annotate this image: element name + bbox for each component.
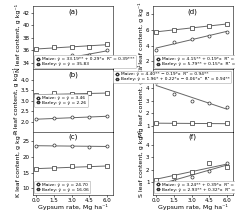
Text: (b): (b) bbox=[68, 71, 78, 78]
Y-axis label: N leaf content, g kg⁻¹: N leaf content, g kg⁻¹ bbox=[15, 4, 21, 72]
Text: (e): (e) bbox=[188, 71, 198, 78]
Legend: Maize: ŷ = ȳ = 24.70, Barley: ŷ = ȳ = 16.06: Maize: ŷ = ȳ = 24.70, Barley: ŷ = ȳ = 16… bbox=[34, 181, 90, 193]
Text: (a): (a) bbox=[68, 8, 78, 15]
Y-axis label: Ca leaf content, g kg⁻¹: Ca leaf content, g kg⁻¹ bbox=[138, 2, 144, 74]
Legend: Maize: ŷ = 4.40** − 0.19*x  R² = 0.94**, Barley: ŷ = 1.96* + 0.22*x − 0.06*x²  R: Maize: ŷ = 4.40** − 0.19*x R² = 0.94**, … bbox=[113, 71, 231, 83]
Text: (f): (f) bbox=[189, 134, 197, 140]
X-axis label: Gypsum rate, Mg ha⁻¹: Gypsum rate, Mg ha⁻¹ bbox=[38, 204, 108, 210]
Legend: Maize: ŷ = ȳ = 3.46, Barley: ŷ = ȳ = 2.26: Maize: ŷ = ȳ = 3.46, Barley: ŷ = ȳ = 2.2… bbox=[34, 94, 88, 107]
X-axis label: Gypsum rate, Mg ha⁻¹: Gypsum rate, Mg ha⁻¹ bbox=[158, 204, 228, 210]
Text: (c): (c) bbox=[68, 134, 78, 140]
Y-axis label: K leaf content, g kg⁻¹: K leaf content, g kg⁻¹ bbox=[15, 130, 21, 197]
Legend: Maize: ŷ = 4.15** + 0.19*x  R² = 0.90**, Barley: ŷ = 5.79** + 0.15*x  R² = 0.93*: Maize: ŷ = 4.15** + 0.19*x R² = 0.90**, … bbox=[154, 55, 235, 68]
Y-axis label: P leaf content, g kg⁻¹: P leaf content, g kg⁻¹ bbox=[13, 67, 19, 134]
Legend: Maize: ŷ = 3.24** + 0.39*x  R² = 0.95*, Barley: ŷ = 2.93** + 0.32*x  R² = 0.67**: Maize: ŷ = 3.24** + 0.39*x R² = 0.95*, B… bbox=[154, 181, 235, 193]
Legend: Maize: ŷ = 33.19** + 0.29*x  R² = 0.39***, Barley: ŷ = ȳ = 35.83: Maize: ŷ = 33.19** + 0.29*x R² = 0.39***… bbox=[34, 55, 136, 68]
Text: (d): (d) bbox=[188, 8, 198, 15]
Y-axis label: S leaf content, g kg⁻¹: S leaf content, g kg⁻¹ bbox=[138, 130, 144, 197]
Y-axis label: Mg leaf content, g kg⁻¹: Mg leaf content, g kg⁻¹ bbox=[138, 64, 144, 137]
